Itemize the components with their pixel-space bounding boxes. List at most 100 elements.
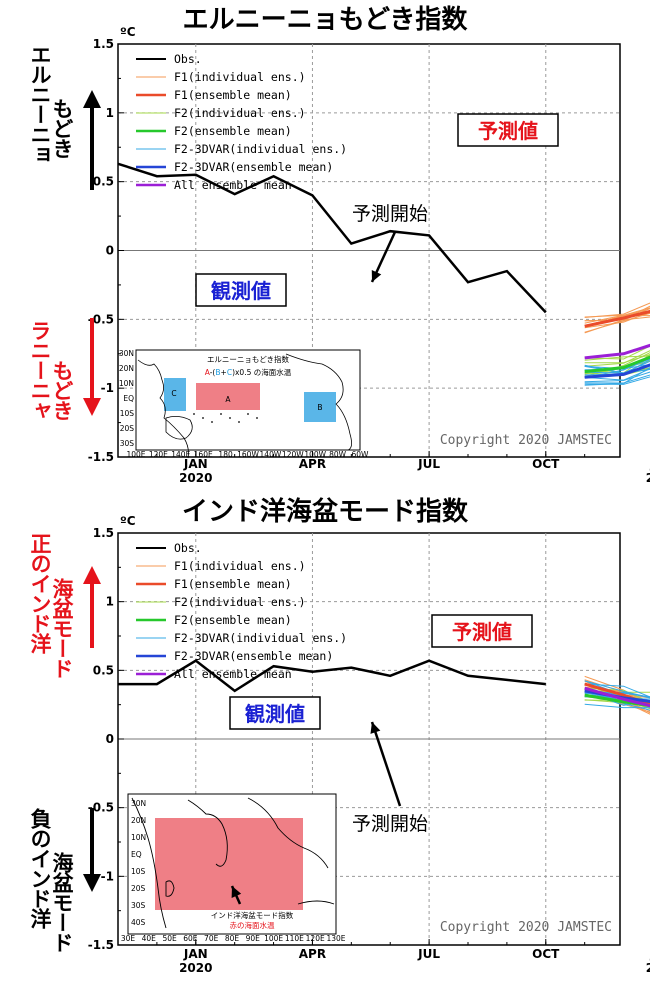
y-tick-label: -0.5 (88, 312, 114, 326)
map-lon-label: 50E (162, 934, 177, 943)
f2-3dvar-member-line (584, 364, 650, 374)
y-tick-label: -1.5 (88, 938, 114, 952)
legend-label: F2(ensemble mean) (174, 124, 292, 138)
map-lon-label: 90E (246, 934, 261, 943)
forecast-start-label: 予測開始 (352, 203, 428, 225)
copyright-text: Copyright 2020 JAMSTEC (440, 433, 612, 448)
x-tick-label: JUL (417, 947, 440, 961)
y-tick-label: -1 (101, 869, 114, 883)
upper-side-arrow-head (83, 90, 101, 108)
map-lon-label: 70E (204, 934, 219, 943)
lower-side-arrow-2-head (83, 874, 101, 892)
lower-side-arrow-head (83, 398, 101, 416)
chart-panel-1: エルニーニョもどき指数ºCJANAPRJULOCTJANAPRJULOCT202… (28, 5, 650, 485)
forecast-start-label-2: 予測開始 (352, 813, 428, 835)
legend-label: F2-3DVAR(ensemble mean) (174, 160, 333, 174)
map-lon-label: 100E (264, 934, 283, 943)
map-lat-label: 10S (120, 409, 135, 418)
coastline-india (187, 799, 228, 867)
legend-label: F1(individual ens.) (174, 559, 306, 573)
y-tick-label: -0.5 (88, 801, 114, 815)
coastline-africa (131, 797, 167, 929)
map-pointer-arrow-head (231, 886, 242, 898)
region-a (196, 383, 260, 410)
legend-label: F2(ensemble mean) (174, 613, 292, 627)
observed-label-2-box (229, 696, 321, 730)
map-lon-label: 110E (285, 934, 304, 943)
island-dot (238, 421, 240, 423)
y-tick-label: 0 (106, 244, 114, 258)
forecast-label-2-box (431, 614, 533, 648)
chart-title: エルニーニョもどき指数 (183, 5, 469, 35)
map-lon-label: 160W (237, 450, 259, 459)
all-mean-line (584, 343, 650, 360)
chart-panel-2: インド洋海盆モード指数ºCJANAPRJULOCTJANAPRJULOCT202… (28, 496, 650, 975)
forecast-start-arrow-2-head (370, 722, 381, 734)
y-tick-label: 1.5 (93, 37, 114, 51)
region-b-label: B (317, 403, 322, 412)
observed-label-box (195, 273, 287, 307)
map-lon-label: 140E (171, 450, 190, 459)
upper-side-label-1: エルニーニョ (28, 44, 52, 164)
map-lon-label: 120E (306, 934, 325, 943)
map-lat-label: 20S (120, 424, 135, 433)
map-lat-label: EQ (123, 394, 134, 403)
observed-label-2: 観測値 (245, 702, 305, 726)
f1-member-line (584, 307, 650, 318)
legend-label: F2(individual ens.) (174, 595, 306, 609)
map-formula-part: A (205, 368, 211, 377)
coastline-asia (137, 359, 189, 459)
f1-member-line (584, 302, 650, 318)
island-dot (247, 413, 249, 415)
f2-member-line (584, 354, 650, 364)
map-lat-label: 10S (131, 867, 146, 876)
legend-label: F1(individual ens.) (174, 70, 306, 84)
island-dot (256, 417, 258, 419)
legend-label: F1(ensemble mean) (174, 577, 292, 591)
observed-label: 観測値 (211, 279, 271, 303)
y-unit-label: ºC (120, 25, 136, 39)
map-formula-part: B (215, 368, 220, 377)
map-formula-part: + (221, 368, 227, 377)
map-lon-label: 120E (149, 450, 168, 459)
map-subtitle-2: 赤の海面水温 (230, 920, 275, 930)
lower-side-label-3: 負のインド洋 (28, 807, 52, 930)
legend-label: All ensemble mean (174, 667, 292, 681)
map-title: エルニーニョもどき指数 (207, 354, 290, 364)
y-tick-label: 1.5 (93, 526, 114, 540)
map-lat-label: 30S (120, 439, 135, 448)
legend-label: F2(individual ens.) (174, 106, 306, 120)
upper-side-label-4: 海盆モード (50, 577, 74, 678)
legend-label: All ensemble mean (174, 178, 292, 192)
map-lon-label: 100W (304, 450, 326, 459)
map-lat-label: 30N (131, 799, 146, 808)
legend-label: F2-3DVAR(ensemble mean) (174, 649, 333, 663)
map-lon-label: 40E (142, 934, 157, 943)
obs-line (118, 659, 546, 693)
upper-side-arrow-2-head (83, 566, 101, 584)
island-dot (202, 417, 204, 419)
map-lat-label: 40S (131, 918, 146, 927)
legend-label: Obs. (174, 541, 202, 555)
island-dot (220, 413, 222, 415)
x-tick-label: APR (299, 947, 326, 961)
map-lon-label: 130E (326, 934, 345, 943)
map-lat-label: 20N (119, 364, 134, 373)
forecast-start-arrow-head (371, 270, 382, 282)
map-lon-label: 100E (126, 450, 145, 459)
coastline-madagascar (165, 880, 175, 897)
obs-line (117, 162, 547, 314)
f2-member-line (584, 345, 650, 360)
x-tick-label: APR (299, 457, 326, 471)
y-tick-label: -1.5 (88, 450, 114, 464)
region-a-label: A (225, 395, 231, 404)
y-tick-label: 0 (106, 732, 114, 746)
y-tick-label: 1 (106, 106, 114, 120)
map-lat-label: 10N (119, 379, 134, 388)
coastline-americas (285, 353, 352, 451)
map-lon-label: 160E (194, 450, 213, 459)
map-lon-label: 60E (183, 934, 198, 943)
forecast-label: 予測値 (478, 119, 538, 143)
map-formula-part: -( (210, 368, 216, 377)
